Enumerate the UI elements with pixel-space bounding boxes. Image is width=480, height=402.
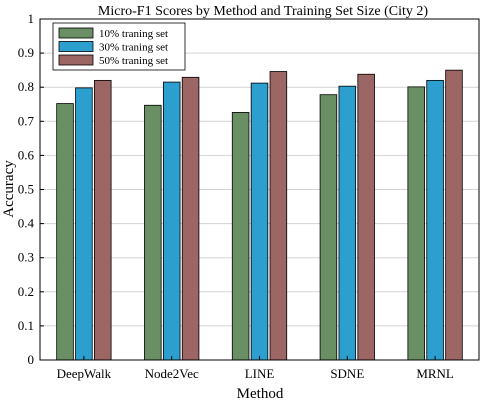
y-tick-label: 0.3 bbox=[18, 250, 34, 265]
chart-title: Micro-F1 Scores by Method and Training S… bbox=[98, 4, 428, 19]
y-tick-label: 0.9 bbox=[18, 45, 34, 60]
bar-sdne-series-3 bbox=[357, 73, 375, 361]
legend-label: 50% traning set bbox=[99, 55, 168, 67]
y-tick-label: 0 bbox=[28, 352, 35, 367]
x-axis-label: Method bbox=[237, 386, 284, 402]
bar-mrnl-series-2 bbox=[426, 79, 444, 361]
y-tick-label: 0.2 bbox=[18, 284, 34, 299]
y-axis-ticks: 0 0.1 0.2 0.3 0.4 0.5 0.6 0.7 0.8 0.9 1 bbox=[18, 11, 44, 367]
bar-node2vec-series-3 bbox=[181, 76, 200, 361]
bar-mrnl-series-3 bbox=[445, 69, 463, 361]
legend-swatch bbox=[58, 54, 94, 66]
bar-node2vec-series-2 bbox=[162, 81, 181, 361]
bar-sdne-series-2 bbox=[338, 85, 357, 361]
y-axis-label: Accuracy bbox=[1, 160, 17, 218]
x-axis-ticks: DeepWalk Node2Vec LINE SDNE MRNL bbox=[57, 356, 454, 381]
legend-label: 30% traning set bbox=[99, 42, 168, 54]
x-tick-label: LINE bbox=[245, 366, 275, 381]
y-tick-label: 0.6 bbox=[18, 147, 35, 162]
bar-line-series-1 bbox=[231, 112, 250, 361]
bar-line-series-3 bbox=[269, 71, 288, 361]
x-tick-label: SDNE bbox=[330, 366, 364, 381]
legend-swatch bbox=[58, 41, 94, 52]
x-tick-label: MRNL bbox=[416, 366, 454, 381]
y-tick-label: 0.4 bbox=[18, 216, 35, 231]
x-tick-label: DeepWalk bbox=[57, 366, 112, 381]
y-tick-label: 0.7 bbox=[18, 113, 35, 128]
legend-label: 10% traning set bbox=[99, 28, 168, 40]
y-tick-label: 0.1 bbox=[18, 318, 34, 333]
bar-line-series-2 bbox=[250, 82, 269, 361]
bar-deepwalk-series-3 bbox=[94, 79, 112, 361]
bars bbox=[56, 69, 463, 361]
y-tick-label: 0.8 bbox=[18, 79, 34, 94]
bar-mrnl-series-1 bbox=[407, 86, 425, 361]
bar-deepwalk-series-2 bbox=[75, 87, 93, 361]
bar-sdne-series-1 bbox=[319, 94, 338, 361]
y-tick-label: 0.5 bbox=[18, 182, 34, 197]
bar-node2vec-series-1 bbox=[144, 104, 162, 361]
y-tick-label: 1 bbox=[28, 11, 35, 26]
bar-deepwalk-series-1 bbox=[56, 103, 74, 361]
x-tick-label: Node2Vec bbox=[145, 366, 199, 381]
legend-swatch bbox=[58, 27, 94, 39]
